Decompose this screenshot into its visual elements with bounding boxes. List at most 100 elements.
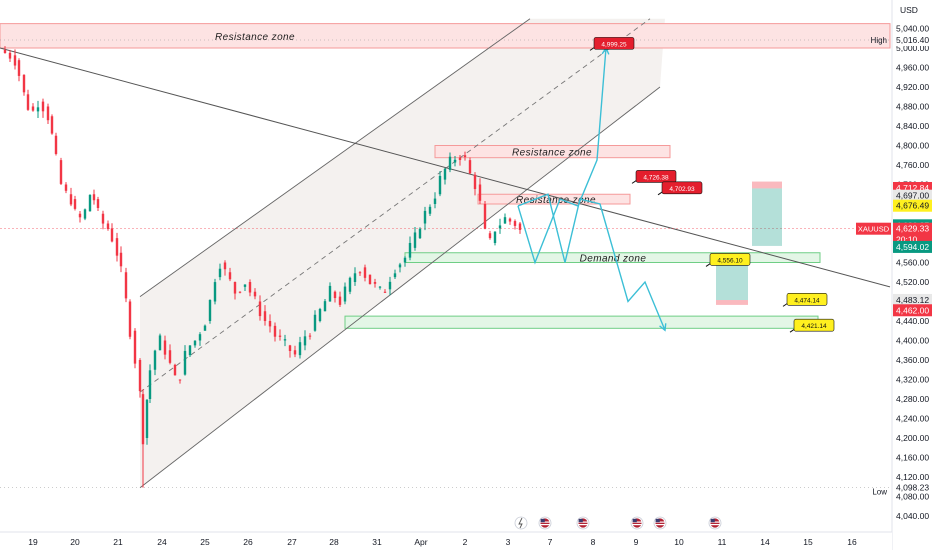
callout-box-1	[635, 170, 677, 183]
candle-body	[343, 286, 347, 302]
candles	[3, 46, 522, 488]
flag-canton	[540, 518, 545, 523]
us-flag-icon[interactable]	[576, 516, 590, 530]
resistance-zone-1	[434, 145, 671, 159]
candle-body	[119, 252, 123, 267]
price-tick: 4,040.00	[896, 511, 929, 521]
price-tag: 4,483.12	[896, 295, 929, 305]
flag-stripe	[578, 521, 588, 523]
time-tick: 10	[674, 537, 684, 547]
candle-body	[128, 301, 132, 337]
price-tick: 4,800.00	[896, 141, 929, 151]
position-target-box-0	[716, 264, 748, 301]
candle-body	[228, 272, 232, 280]
candle-body	[268, 321, 272, 327]
candle-body	[158, 335, 162, 351]
price-tick: 4,760.00	[896, 160, 929, 170]
candle-body	[488, 233, 492, 239]
flag-stripe	[540, 521, 550, 523]
candle-body	[448, 156, 452, 170]
callout-label: 4,421.14	[801, 323, 827, 330]
candle-body	[153, 350, 157, 370]
candle-body	[238, 291, 242, 293]
candle-body	[168, 350, 172, 363]
candle-body	[438, 175, 442, 195]
candle-body	[308, 335, 312, 337]
candle-body	[64, 184, 68, 191]
time-tick: 19	[28, 537, 38, 547]
candle-body	[358, 272, 362, 274]
price-tag-bg	[893, 189, 932, 202]
candle-body	[258, 301, 262, 317]
time-tick: 7	[548, 537, 553, 547]
price-tick: 4,080.00	[896, 492, 929, 502]
time-tick: 27	[287, 537, 297, 547]
candle-body	[54, 135, 58, 154]
flag-stripe	[578, 524, 588, 526]
price-tag: 4,712.84	[896, 183, 929, 193]
time-tick: 20	[70, 537, 80, 547]
candle-body	[398, 264, 402, 268]
callout-box-0	[593, 37, 635, 50]
time-tick: 14	[760, 537, 770, 547]
candle-body	[110, 228, 114, 242]
position-stop-box-1	[752, 181, 782, 189]
candle-body	[203, 325, 207, 331]
candle-body	[433, 198, 437, 204]
event-icon-ring	[514, 516, 528, 530]
candle-body	[338, 296, 342, 305]
candle-body	[178, 379, 182, 381]
us-flag-icon[interactable]	[653, 516, 667, 530]
candle-body	[493, 231, 497, 243]
candle-body	[163, 340, 167, 355]
flag-canton	[632, 518, 637, 523]
candle-body	[378, 286, 382, 288]
price-tick: 4,200.00	[896, 433, 929, 443]
candle-body	[288, 345, 292, 352]
time-tick: 11	[718, 537, 727, 547]
candle-body	[193, 340, 197, 346]
symbol-tag: XAUUSD	[858, 225, 890, 234]
candle-body	[423, 210, 427, 224]
flag-stripe	[710, 521, 720, 523]
callout-box-2	[661, 181, 703, 195]
candle-body	[208, 299, 212, 321]
price-tick: 4,880.00	[896, 102, 929, 112]
descending-trendline	[0, 47, 891, 288]
candle-body	[483, 204, 487, 229]
forecast-arrowhead-1	[659, 323, 667, 332]
candle-body	[313, 314, 317, 331]
time-tick: 26	[243, 537, 253, 547]
candle-body	[368, 274, 372, 285]
time-tick: 2	[463, 537, 468, 547]
candle-body	[115, 238, 119, 256]
candle-body	[41, 101, 45, 112]
price-tick: 4,920.00	[896, 82, 929, 92]
us-flag-icon[interactable]	[538, 516, 552, 530]
lightning-icon[interactable]	[514, 516, 528, 530]
currency-label: USD	[900, 5, 918, 15]
high-value: 5,016.40	[896, 35, 929, 45]
candle-body	[468, 160, 472, 174]
candle-body	[26, 94, 30, 110]
candle-body	[233, 282, 237, 294]
candle-body	[218, 268, 222, 278]
candle-body	[463, 155, 467, 158]
channel-midline	[139, 18, 651, 393]
lightning-glyph	[518, 517, 523, 529]
zone-label: Resistance zone	[512, 148, 592, 159]
candle-body	[508, 218, 512, 222]
forecast-path-0	[517, 47, 607, 265]
candle-body	[498, 225, 502, 229]
price-tick: 4,320.00	[896, 375, 929, 385]
low-value: 4,098.23	[896, 483, 929, 493]
candle-body	[198, 334, 202, 341]
callout-label: 4,556.10	[717, 257, 743, 264]
us-flag-icon[interactable]	[630, 516, 644, 530]
candle-body	[46, 106, 50, 121]
resistance-zone-0	[0, 23, 891, 49]
us-flag-icon[interactable]	[708, 516, 722, 530]
candle-body	[17, 60, 21, 76]
